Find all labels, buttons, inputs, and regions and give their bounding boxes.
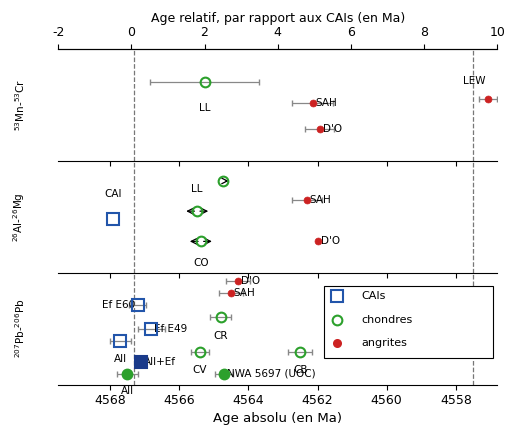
Text: CV: CV	[193, 366, 207, 375]
Text: CR: CR	[214, 331, 228, 340]
Text: All: All	[114, 354, 127, 364]
Text: LL: LL	[191, 184, 203, 194]
Y-axis label: $^{53}$Mn-$^{53}$Cr: $^{53}$Mn-$^{53}$Cr	[14, 79, 27, 131]
Text: CO: CO	[193, 258, 209, 268]
Text: NWA 5697 (UOC): NWA 5697 (UOC)	[227, 368, 316, 379]
Text: angrites: angrites	[361, 338, 407, 348]
Text: D'O: D'O	[241, 276, 260, 286]
Text: Ef E60: Ef E60	[102, 300, 135, 310]
Text: SAH: SAH	[234, 288, 256, 298]
Text: CB: CB	[293, 366, 308, 375]
Text: chondres: chondres	[361, 315, 413, 325]
Text: Ef E49: Ef E49	[154, 324, 187, 334]
Text: D'O: D'O	[323, 125, 342, 134]
Text: LEW: LEW	[437, 296, 460, 306]
Text: All: All	[121, 385, 134, 396]
X-axis label: Age absolu (en Ma): Age absolu (en Ma)	[213, 411, 342, 425]
X-axis label: Age relatif, par rapport aux CAIs (en Ma): Age relatif, par rapport aux CAIs (en Ma…	[150, 12, 405, 25]
Text: SAH: SAH	[315, 98, 337, 108]
Text: D'O: D'O	[321, 236, 340, 246]
Text: CAIs: CAIs	[361, 291, 386, 301]
Y-axis label: $^{207}$Pb-$^{206}$Pb: $^{207}$Pb-$^{206}$Pb	[14, 299, 27, 358]
Text: CAI: CAI	[104, 189, 122, 199]
Y-axis label: $^{26}$Al-$^{26}$Mg: $^{26}$Al-$^{26}$Mg	[12, 192, 27, 241]
Text: SAH: SAH	[310, 195, 332, 205]
Text: LL: LL	[199, 102, 210, 113]
Text: All+Ef: All+Ef	[144, 357, 176, 367]
Text: CR: CR	[216, 154, 230, 164]
FancyBboxPatch shape	[324, 286, 493, 358]
Text: LEW: LEW	[463, 76, 485, 86]
